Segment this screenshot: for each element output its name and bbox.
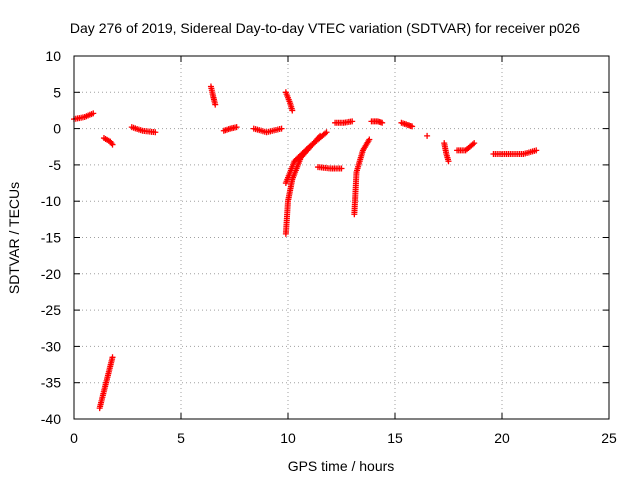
data-points: [71, 83, 540, 412]
chart-title: Day 276 of 2019, Sidereal Day-to-day VTE…: [70, 20, 580, 36]
data-point: [409, 123, 416, 130]
data-point: [533, 147, 540, 154]
x-tick-label: 0: [70, 430, 78, 446]
data-point: [471, 140, 478, 147]
data-point: [338, 165, 345, 172]
plot-frame: [73, 55, 610, 420]
x-axis-label: GPS time / hours: [288, 458, 395, 474]
y-tick-label: 10: [45, 48, 61, 64]
data-point: [152, 129, 159, 136]
data-point: [366, 136, 373, 143]
y-tick-label: -35: [41, 375, 61, 391]
y-tick-label: -25: [41, 302, 61, 318]
axis-ticks: 0 5 10 15 20 25 10 5 0 -5 -10 -15 -20 -25 -30 -35 -40: [41, 48, 617, 446]
data-point: [379, 119, 386, 126]
y-tick-label: 5: [53, 84, 61, 100]
y-tick-label: 0: [53, 121, 61, 137]
data-point: [90, 110, 97, 117]
data-point: [212, 101, 219, 108]
grid-lines: [74, 56, 609, 419]
y-tick-label: -30: [41, 338, 61, 354]
y-tick-label: -40: [41, 411, 61, 427]
data-point: [349, 118, 356, 125]
y-tick-label: -5: [49, 157, 62, 173]
data-point: [445, 158, 452, 165]
data-point: [289, 107, 296, 114]
x-tick-label: 15: [387, 430, 403, 446]
x-tick-label: 5: [177, 430, 185, 446]
data-point: [109, 354, 116, 361]
data-point: [233, 124, 240, 131]
data-point: [323, 129, 330, 136]
x-tick-label: 20: [494, 430, 510, 446]
data-point: [278, 125, 285, 132]
y-tick-label: -15: [41, 230, 61, 246]
data-point: [424, 132, 431, 139]
data-point: [109, 141, 116, 148]
y-tick-label: -10: [41, 193, 61, 209]
x-tick-label: 25: [601, 430, 617, 446]
x-tick-label: 10: [280, 430, 296, 446]
y-tick-label: -20: [41, 266, 61, 282]
y-axis-label: SDTVAR / TECUs: [6, 182, 22, 294]
